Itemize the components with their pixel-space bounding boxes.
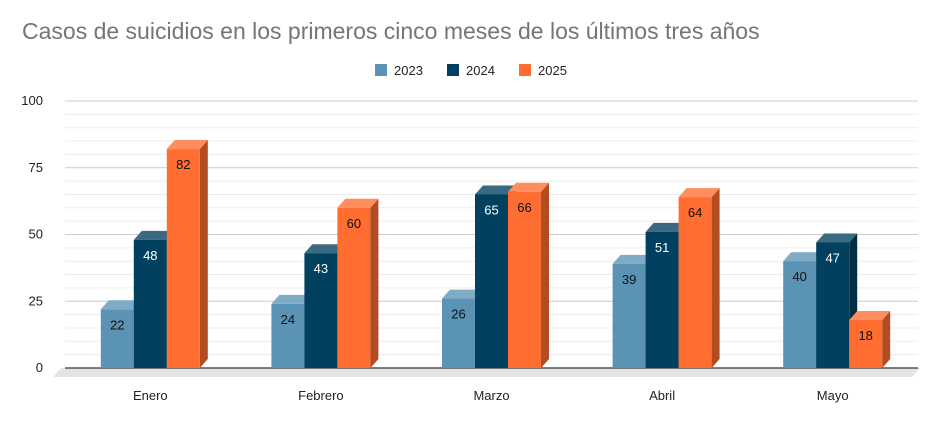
bar-front — [337, 207, 371, 368]
bar-top — [100, 300, 142, 310]
legend-item-2023[interactable]: 2023 — [375, 63, 423, 78]
bar-front — [166, 149, 200, 368]
bar-top — [304, 244, 346, 254]
legend-label: 2025 — [538, 63, 567, 78]
data-label: 65 — [484, 202, 498, 217]
data-label: 39 — [622, 272, 636, 287]
bar-front — [304, 253, 338, 368]
data-label: 66 — [517, 200, 531, 215]
bar-2025-marzo: 66 — [508, 182, 549, 368]
bar-front — [783, 261, 817, 368]
x-tick-label: Febrero — [298, 388, 344, 403]
legend-swatch — [447, 64, 459, 76]
data-label: 24 — [281, 312, 295, 327]
legend-label: 2023 — [394, 63, 423, 78]
x-tick-label: Abril — [649, 388, 675, 403]
data-label: 22 — [110, 317, 124, 332]
bar-top — [508, 182, 549, 192]
bar-top — [849, 310, 891, 320]
bar-front — [849, 319, 883, 368]
data-label: 26 — [451, 307, 465, 322]
chart-floor — [53, 368, 920, 377]
bar-top — [442, 289, 483, 299]
bar-side — [370, 198, 379, 368]
legend-item-2024[interactable]: 2024 — [447, 63, 495, 78]
data-label: 60 — [347, 216, 361, 231]
data-label: 48 — [143, 248, 157, 263]
bar-front — [612, 263, 646, 368]
bar-top — [337, 198, 379, 208]
bar-front — [645, 231, 679, 368]
bar-top — [166, 140, 208, 150]
bar-side — [882, 310, 891, 368]
bar-top — [612, 254, 654, 264]
legend-swatch — [375, 64, 387, 76]
bar-top — [783, 252, 825, 262]
legend-swatch — [519, 64, 531, 76]
bar-front — [475, 194, 508, 368]
bar-top — [645, 222, 687, 232]
bar-side — [711, 188, 720, 368]
data-label: 43 — [314, 261, 328, 276]
y-tick-label: 25 — [29, 293, 43, 308]
data-label: 47 — [825, 251, 839, 266]
data-label: 40 — [792, 269, 806, 284]
bar-2025-febrero: 60 — [337, 198, 379, 368]
bar-front — [271, 303, 305, 368]
x-tick-label: Mayo — [817, 388, 849, 403]
data-label: 18 — [858, 328, 872, 343]
data-label: 64 — [688, 205, 702, 220]
y-tick-label: 50 — [29, 227, 43, 242]
bar-2025-enero: 82 — [166, 140, 208, 368]
bar-front — [442, 298, 475, 368]
bar-2023-febrero: 24 — [271, 294, 313, 368]
bar-2023-abril: 39 — [612, 254, 654, 368]
bar-top — [271, 294, 313, 304]
bar-front — [100, 309, 134, 368]
legend-item-2025[interactable]: 2025 — [519, 63, 567, 78]
bar-front — [678, 197, 712, 368]
bar-2025-abril: 64 — [678, 188, 720, 368]
legend-label: 2024 — [466, 63, 495, 78]
chart-title: Casos de suicidios en los primeros cinco… — [22, 18, 760, 44]
bar-top — [475, 185, 516, 195]
bar-front — [508, 191, 541, 368]
bar-top — [133, 230, 175, 240]
bar-front — [816, 242, 850, 368]
data-label: 51 — [655, 240, 669, 255]
y-tick-label: 100 — [21, 93, 43, 108]
bar-2025-mayo: 18 — [849, 310, 891, 368]
bar-top — [816, 233, 858, 243]
y-tick-label: 75 — [29, 160, 43, 175]
x-tick-label: Enero — [133, 388, 168, 403]
y-tick-label: 0 — [36, 360, 43, 375]
bar-side — [541, 182, 549, 368]
x-tick-label: Marzo — [473, 388, 509, 403]
bar-front — [133, 239, 167, 368]
bar-side — [199, 140, 208, 368]
bar-top — [678, 188, 720, 198]
data-label: 82 — [176, 157, 190, 172]
